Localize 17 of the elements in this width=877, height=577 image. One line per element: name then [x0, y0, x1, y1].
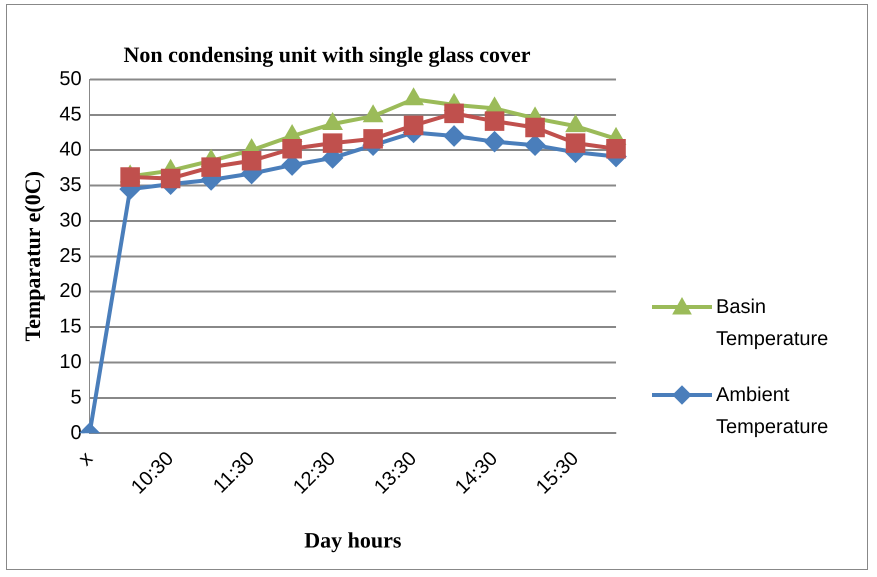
x-tick-label: x — [74, 448, 98, 470]
y-tick-label: 45 — [59, 103, 82, 126]
legend-label: Ambient Temperature — [716, 383, 830, 440]
y-tick-label: 35 — [59, 174, 82, 196]
x-axis-title: Day hours — [304, 527, 402, 552]
y-tick-label: 30 — [59, 209, 82, 232]
y-tick-label: 40 — [59, 138, 82, 161]
y-tick-label: 10 — [59, 350, 82, 373]
y-tick-label: 50 — [59, 68, 82, 90]
y-tick-label: 5 — [70, 386, 82, 408]
y-tick-label: 20 — [59, 280, 82, 302]
y-tick-label: 25 — [59, 244, 82, 267]
y-tick-label: 0 — [70, 422, 82, 444]
legend-label: Basin Temperature — [716, 295, 830, 352]
y-tick-label: 15 — [59, 316, 82, 338]
y-axis-title: Temparatur e(0C) — [20, 171, 45, 342]
chart-title: Non condensing unit with single glass cover — [123, 42, 531, 67]
